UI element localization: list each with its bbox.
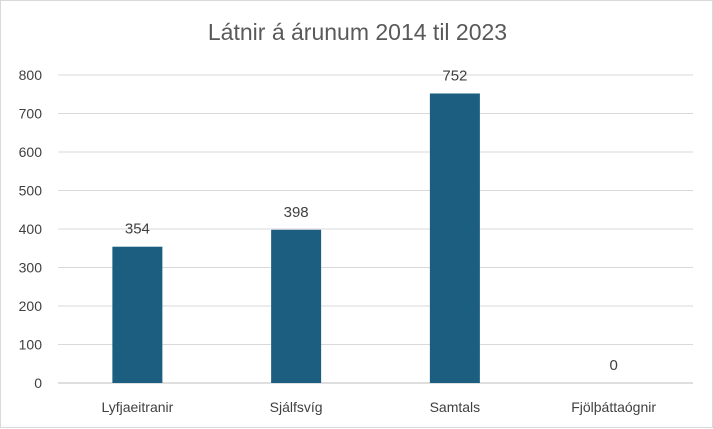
y-tick-label: 500 — [19, 183, 43, 199]
bar — [112, 246, 163, 383]
x-tick-label: Sjálfsvíg — [270, 399, 323, 415]
data-label: 0 — [609, 357, 617, 374]
bar — [429, 93, 480, 383]
x-tick-label: Fjölþáttaógnir — [571, 399, 656, 415]
y-tick-label: 800 — [19, 67, 43, 83]
y-tick-label: 300 — [19, 260, 43, 276]
chart-title: Látnir á árunum 2014 til 2023 — [207, 19, 508, 45]
y-tick-label: 100 — [19, 337, 43, 353]
y-tick-label: 200 — [19, 298, 43, 314]
y-tick-label: 700 — [19, 106, 43, 122]
bar — [271, 229, 322, 383]
x-tick-label: Samtals — [430, 399, 481, 415]
y-tick-label: 600 — [19, 144, 43, 160]
data-label: 398 — [284, 204, 309, 221]
x-tick-label: Lyfjaeitranir — [101, 399, 173, 415]
y-tick-label: 400 — [19, 221, 43, 237]
data-label: 752 — [442, 67, 467, 84]
data-label: 354 — [125, 221, 150, 238]
y-tick-label: 0 — [34, 375, 42, 391]
